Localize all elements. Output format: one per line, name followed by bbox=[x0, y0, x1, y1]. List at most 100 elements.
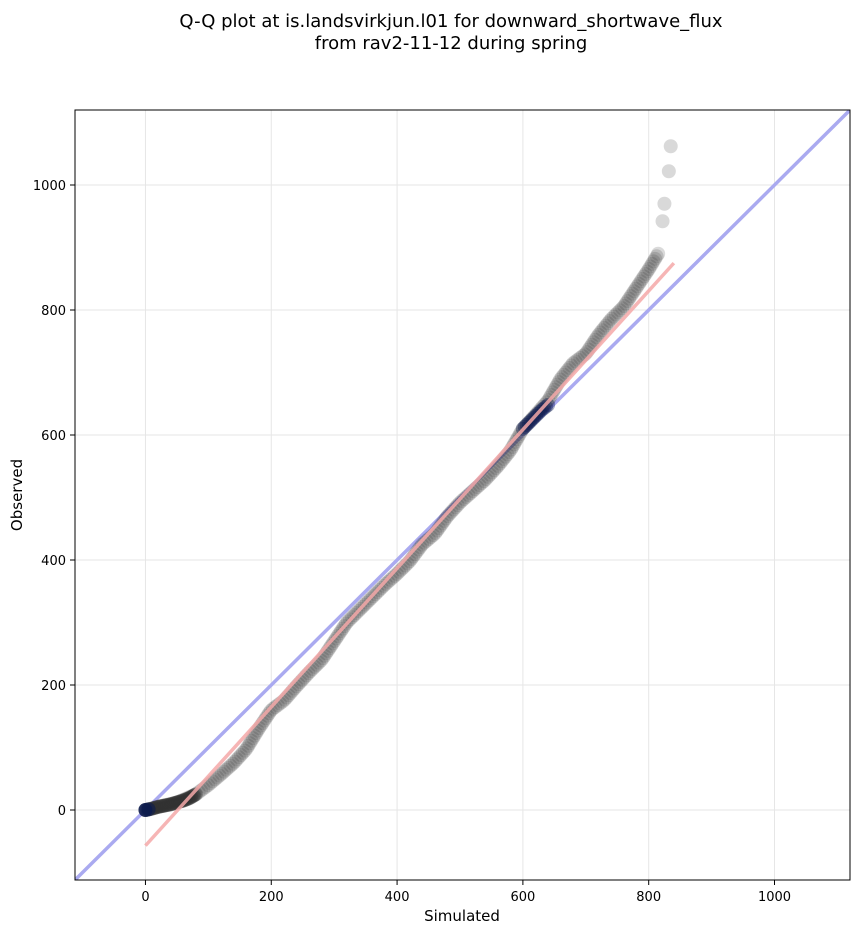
qq-point bbox=[160, 797, 175, 812]
qq-point bbox=[237, 743, 252, 758]
qq-point bbox=[154, 799, 169, 814]
qq-point bbox=[383, 572, 398, 587]
qq-point bbox=[157, 798, 172, 813]
qq-point bbox=[608, 307, 623, 322]
qq-point bbox=[415, 537, 430, 552]
qq-point bbox=[452, 495, 467, 510]
qq-point bbox=[167, 796, 182, 811]
x-tick-label: 600 bbox=[510, 890, 535, 905]
grid-lines bbox=[75, 110, 850, 880]
qq-point bbox=[595, 323, 610, 338]
qq-point bbox=[189, 787, 204, 802]
qq-point bbox=[450, 498, 465, 513]
x-tick-label: 200 bbox=[259, 890, 284, 905]
qq-point bbox=[625, 286, 640, 301]
qq-point bbox=[620, 294, 635, 309]
qq-point bbox=[265, 701, 280, 716]
qq-point bbox=[242, 736, 257, 751]
plot-frame bbox=[74, 109, 851, 881]
fit-line bbox=[144, 261, 676, 847]
y-tick-label: 1000 bbox=[33, 179, 66, 194]
qq-point bbox=[247, 728, 262, 743]
qq-point bbox=[263, 703, 278, 718]
qq-point bbox=[164, 797, 179, 812]
qq-point bbox=[175, 793, 190, 808]
qq-point bbox=[155, 799, 170, 814]
qq-point bbox=[593, 325, 608, 340]
qq-point bbox=[165, 796, 180, 811]
qq-point bbox=[623, 289, 638, 304]
y-tick-label: 800 bbox=[41, 304, 66, 319]
qq-point bbox=[227, 754, 242, 769]
qq-point bbox=[588, 332, 603, 347]
qq-point bbox=[600, 316, 615, 331]
qq-point-origin bbox=[141, 802, 156, 817]
x-tick-label: 400 bbox=[385, 890, 410, 905]
qq-point bbox=[214, 766, 229, 781]
qq-point bbox=[162, 797, 177, 812]
qq-point bbox=[606, 309, 621, 324]
qq-point bbox=[628, 281, 643, 296]
qq-point bbox=[221, 760, 236, 775]
qq-point bbox=[268, 700, 283, 715]
qq-point bbox=[635, 271, 650, 286]
qq-point bbox=[174, 794, 189, 809]
chart-title-line-1: Q-Q plot at is.landsvirkjun.l01 for down… bbox=[179, 11, 723, 32]
qq-point bbox=[241, 738, 256, 753]
qq-point bbox=[545, 385, 560, 400]
qq-point bbox=[632, 276, 647, 291]
qq-point bbox=[167, 796, 182, 811]
qq-outlier-point bbox=[657, 196, 672, 211]
y-tick-label: 600 bbox=[41, 429, 66, 444]
y-tick-label: 200 bbox=[41, 679, 66, 694]
qq-point bbox=[161, 797, 176, 812]
qq-point bbox=[627, 284, 642, 299]
qq-point bbox=[207, 772, 222, 787]
qq-point bbox=[378, 576, 393, 591]
qq-point bbox=[438, 511, 453, 526]
qq-point bbox=[446, 502, 461, 517]
qq-point bbox=[162, 797, 177, 812]
qq-point bbox=[638, 266, 653, 281]
y-tick-label: 0 bbox=[58, 804, 66, 819]
qq-point bbox=[437, 513, 452, 528]
qq-point bbox=[187, 788, 202, 803]
qq-point bbox=[413, 540, 428, 555]
qq-point bbox=[158, 798, 173, 813]
qq-point bbox=[216, 764, 231, 779]
qq-outlier-point bbox=[663, 139, 678, 154]
qq-point bbox=[161, 797, 176, 812]
qq-point bbox=[239, 741, 254, 756]
y-tick-label: 400 bbox=[41, 554, 66, 569]
qq-point bbox=[568, 354, 583, 369]
qq-point bbox=[640, 264, 655, 279]
qq-point bbox=[176, 793, 191, 808]
qq-point bbox=[602, 313, 617, 328]
qq-point bbox=[164, 796, 179, 811]
qq-point bbox=[156, 798, 171, 813]
qq-point bbox=[643, 259, 658, 274]
chart-title-line-2: from rav2-11-12 during spring bbox=[315, 33, 588, 54]
qq-point bbox=[454, 493, 469, 508]
qq-point bbox=[610, 305, 625, 320]
qq-point bbox=[617, 299, 632, 314]
qq-point bbox=[186, 788, 201, 803]
qq-point-highlight bbox=[541, 398, 556, 412]
qq-point bbox=[448, 500, 463, 515]
qq-point bbox=[613, 303, 628, 318]
qq-point bbox=[262, 706, 277, 721]
qq-point bbox=[210, 770, 225, 785]
qq-point bbox=[244, 733, 259, 748]
qq-point bbox=[175, 793, 190, 808]
qq-point bbox=[231, 750, 246, 765]
qq-point bbox=[188, 787, 203, 802]
qq-point bbox=[245, 731, 260, 746]
qq-point bbox=[630, 279, 645, 294]
x-tick-label: 800 bbox=[636, 890, 661, 905]
qq-point bbox=[163, 797, 178, 812]
x-axis-label: Simulated bbox=[424, 907, 500, 925]
qq-point bbox=[641, 262, 656, 277]
qq-point bbox=[229, 752, 244, 767]
qq-point bbox=[155, 798, 170, 813]
